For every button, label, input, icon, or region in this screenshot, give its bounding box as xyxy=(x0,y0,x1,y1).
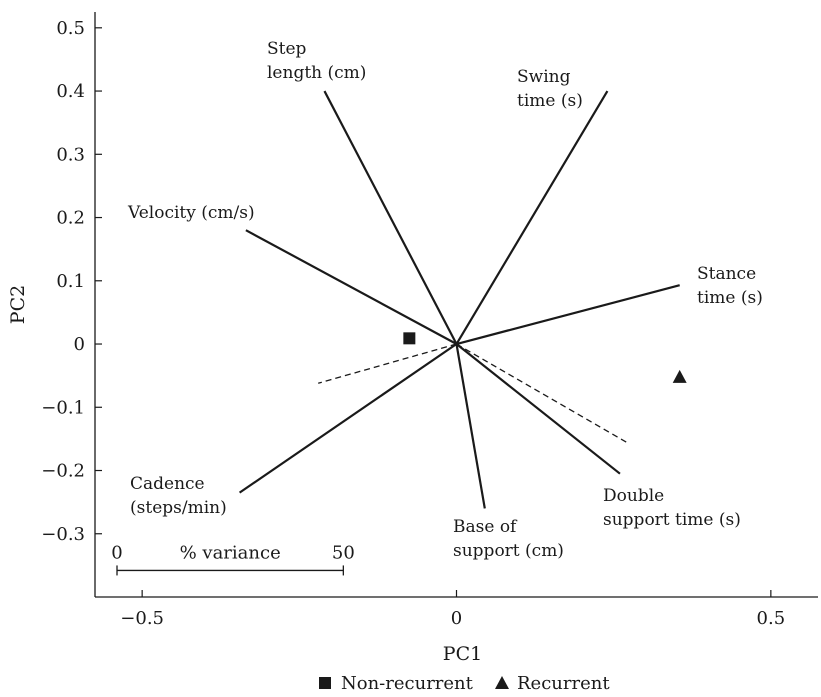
vector-label: Velocity (cm/s) xyxy=(127,203,255,223)
recurrent-point xyxy=(672,369,687,383)
y-tick-label: 0.2 xyxy=(56,208,85,229)
scale-bar-end-label: 50 xyxy=(332,542,355,563)
legend: Non-recurrent Recurrent xyxy=(319,673,610,694)
vector-line xyxy=(455,90,609,345)
legend-square-icon xyxy=(319,677,331,689)
vector-line xyxy=(323,90,458,345)
x-tick-label: 0 xyxy=(451,608,462,629)
vector-label: support (cm) xyxy=(453,541,564,561)
y-tick-label: 0 xyxy=(74,334,85,355)
y-tick-label: −0.3 xyxy=(41,524,85,545)
y-tick-label: −0.2 xyxy=(41,461,85,482)
vector-line xyxy=(455,343,486,509)
vector-label: Base of xyxy=(453,517,518,537)
vector-line xyxy=(245,229,458,345)
vector-label: time (s) xyxy=(697,288,763,308)
y-tick-label: 0.3 xyxy=(56,144,85,165)
legend-label-recurrent: Recurrent xyxy=(517,673,610,694)
x-axis-title: PC1 xyxy=(443,643,482,665)
vector-label: time (s) xyxy=(517,91,583,111)
dashed-vector-line xyxy=(318,343,457,384)
vector-label: Swing xyxy=(517,67,571,87)
y-tick-label: 0.4 xyxy=(56,81,85,102)
y-tick-label: 0.5 xyxy=(56,18,85,39)
y-tick-label: −0.1 xyxy=(41,397,85,418)
vector-label: Step xyxy=(267,39,307,59)
x-tick-label: 0.5 xyxy=(757,608,786,629)
legend-triangle-icon xyxy=(495,676,509,689)
scale-bar-start-label: 0 xyxy=(111,542,122,563)
vector-label: support time (s) xyxy=(603,510,741,530)
scale-bar-title: % variance xyxy=(180,542,281,563)
x-tick-label: −0.5 xyxy=(120,608,164,629)
legend-label-non-recurrent: Non-recurrent xyxy=(341,673,474,694)
vector-label: length (cm) xyxy=(267,63,366,83)
vector-label: Stance xyxy=(697,264,756,284)
vector-label: (steps/min) xyxy=(130,498,227,518)
vector-label: Double xyxy=(603,486,664,506)
dashed-vector-line xyxy=(456,343,630,445)
vector-label: Cadence xyxy=(130,474,205,494)
group-markers xyxy=(403,332,687,383)
y-axis-title: PC2 xyxy=(7,285,29,324)
plot-axes: 0.5 0.4 0.3 0.2 0.1 0 −0.1 −0.2 −0.3 −0.5 0 0.5 PC1 P… xyxy=(7,12,818,665)
loading-vectors: Step length (cm) Swing time (s) Velocity (cm… xyxy=(127,39,763,561)
y-tick-label: 0.1 xyxy=(56,271,85,292)
vector-line xyxy=(455,343,621,475)
vector-line xyxy=(238,343,458,494)
variance-scale-bar: 0 50 % variance xyxy=(111,542,355,576)
non-recurrent-point xyxy=(403,332,416,345)
vector-line xyxy=(456,284,680,346)
